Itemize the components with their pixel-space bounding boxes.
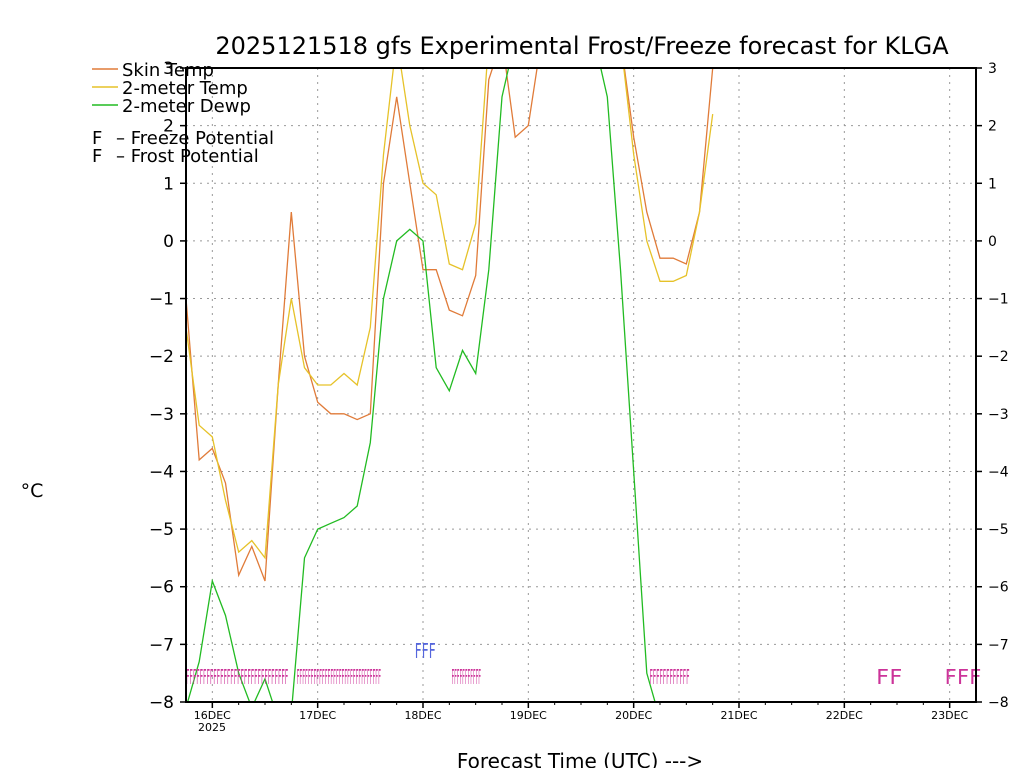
- series-lines: [186, 68, 714, 702]
- y-tick-label: −3: [149, 405, 174, 425]
- y-tick-label-right: −2: [988, 349, 1009, 365]
- x-tick-label: 22DEC: [826, 709, 863, 722]
- x-axis: 16DEC 17DEC 18DEC 19DEC 20DEC 21DEC 22DEC 23DEC: [194, 702, 969, 722]
- legend-label-2m-dewp: 2-meter Dewp: [122, 96, 251, 117]
- legend-label-skin-temp: Skin Temp: [122, 60, 214, 81]
- freeze-potential-mark: FFFFFFFFFFF: [451, 665, 481, 689]
- x-tick-year-label: 2025: [198, 721, 226, 734]
- plot-frame: [185, 67, 977, 703]
- x-tick-label: 17DEC: [299, 709, 336, 722]
- chart-title: 2025121518 gfs Experimental Frost/Freeze…: [215, 32, 949, 60]
- grid-lines: [186, 68, 976, 702]
- legend: Skin Temp 2-meter Temp 2-meter Dewp F – …: [92, 60, 274, 167]
- y-tick-label-right: −3: [988, 407, 1009, 423]
- series-line-2-meter-temp: [186, 68, 714, 560]
- series-line-2-meter-dewp: [186, 68, 656, 702]
- freeze-potential-mark: FF: [876, 665, 902, 689]
- y-tick-label-right: 0: [988, 234, 997, 250]
- x-tick-label: 20DEC: [615, 709, 652, 722]
- y-tick-label: 2: [163, 117, 174, 137]
- y-tick-label: −7: [149, 635, 174, 655]
- x-axis-label: Forecast Time (UTC) --->: [457, 749, 703, 768]
- x-tick-label: 18DEC: [404, 709, 441, 722]
- y-tick-label: 3: [163, 59, 174, 79]
- x-tick-label: 19DEC: [510, 709, 547, 722]
- legend-label-frost: – Frost Potential: [116, 146, 259, 167]
- legend-label-2m-temp: 2-meter Temp: [122, 78, 248, 99]
- legend-mark-frost: F: [92, 146, 102, 167]
- freeze-potential-mark: FFFFFFFFFFFF: [649, 665, 689, 689]
- y-tick-label-right: −8: [988, 695, 1009, 711]
- y-tick-label: −6: [149, 578, 174, 598]
- y-tick-label: −8: [149, 693, 174, 713]
- y-tick-label-right: −6: [988, 580, 1009, 596]
- potential-marks: FFFFFFFFFFFFFFFFFFFFFFFFFFFFFF FFFFFFFFFF…: [186, 639, 981, 689]
- y-tick-label-right: 1: [988, 176, 997, 192]
- y-tick-label-right: 3: [988, 61, 997, 77]
- y-tick-label: −2: [149, 347, 174, 367]
- y-tick-label-right: 2: [988, 119, 997, 135]
- y-tick-label: 1: [163, 174, 174, 194]
- y-axis: −8 −8 −7 −7 −6 −6 −5 −5 −4 −4 −3 −3 −2 −2 −1 −1 0 0 1 1 2 2 3 3: [149, 59, 1009, 713]
- y-tick-label-right: −1: [988, 292, 1009, 308]
- x-tick-label: 16DEC: [194, 709, 231, 722]
- frost-potential-mark: FFF: [415, 639, 436, 663]
- y-tick-label: 0: [163, 232, 174, 252]
- y-tick-label: −4: [149, 462, 174, 482]
- y-tick-label: −1: [149, 290, 174, 310]
- legend-label-freeze: – Freeze Potential: [116, 128, 274, 149]
- y-tick-label: −5: [149, 520, 174, 540]
- freeze-potential-mark: FFFFFFFFFFFFFFFFFFFFFFFFFFFFFF: [297, 665, 381, 689]
- x-tick-label: 23DEC: [931, 709, 968, 722]
- freeze-potential-mark: FFFFFFFFFFFFFFFFFFFFFFFFFFFFFF: [186, 665, 288, 689]
- x-tick-label: 21DEC: [720, 709, 757, 722]
- legend-mark-freeze: F: [92, 128, 102, 149]
- y-tick-label-right: −5: [988, 522, 1009, 538]
- y-tick-label-right: −4: [988, 464, 1009, 480]
- y-tick-label-right: −7: [988, 637, 1009, 653]
- y-axis-label: °C: [21, 480, 44, 502]
